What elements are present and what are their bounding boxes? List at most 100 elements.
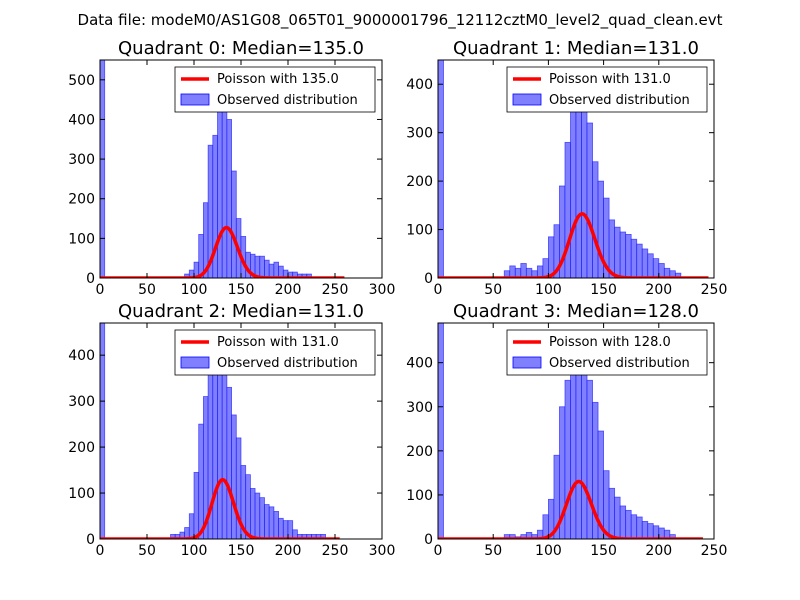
x-tick-label: 50 [138,282,156,298]
histogram-bar [198,233,204,278]
x-tick-label: 250 [701,543,728,559]
y-tick-label: 100 [68,231,95,247]
histogram-bar [652,258,660,278]
legend: Poisson with 135.0 Observed distribution [174,66,376,113]
y-tick-label: 100 [406,223,433,239]
legend-hist-swatch [180,356,210,369]
histogram-bar [592,161,599,278]
histogram-bar [581,349,588,539]
histogram-bar [278,517,284,539]
quadrant-1-plot-area [438,60,709,278]
histogram-bar [268,263,275,278]
y-tick-label: 300 [68,394,95,410]
histogram-bar [619,231,627,278]
y-tick-label: 300 [406,126,433,142]
histogram-bar [264,504,270,539]
x-tick-label: 200 [645,282,672,298]
legend-hist-swatch [512,356,542,369]
x-tick-label: 250 [322,282,349,298]
y-tick-label: 400 [406,77,433,93]
histogram-bar [221,368,228,539]
y-tick-label: 300 [406,400,433,416]
histogram-bar [259,255,265,278]
histogram-bar [581,83,588,278]
x-tick-label: 0 [434,543,443,559]
legend-hist-label: Observed distribution [217,93,358,108]
legend: Poisson with 131.0 Observed distribution [506,66,708,113]
x-tick-label: 100 [535,543,562,559]
histogram-bar [641,248,649,278]
poisson-curve [438,212,709,278]
legend-line-label: Poisson with 128.0 [549,335,671,350]
histogram-bar [586,122,593,278]
histogram-bar [193,471,200,539]
histogram-bar [625,509,632,539]
y-tick-label: 400 [68,348,95,364]
x-tick-label: 50 [484,543,502,559]
histogram-bar [669,534,676,539]
quadrant-title: Quadrant 2: Median=131.0 [118,301,364,322]
x-tick-label: 250 [322,543,349,559]
quadrant-2-panel: 0 50 100 150 200 250 300 0 100 200 300 400 Quadrant … [68,301,395,559]
x-tick-label: 0 [96,543,105,559]
subplot-grid: 0 50 100 150 200 250 3000100200300400500Quadra… [68,38,727,559]
histogram-bar [273,511,279,539]
y-tick-label: 200 [68,440,95,456]
x-tick-label: 200 [275,543,302,559]
x-tick-label: 100 [181,543,208,559]
quadrant-1-panel: 0 50 100 150 200 250 0 100 200 300 400 Quadrant 1: … [406,38,727,298]
x-tick-label: 0 [434,282,443,298]
histogram-bar [619,505,627,539]
histogram-bar [226,386,232,539]
histogram-bar [614,226,621,278]
histogram-bar [226,119,232,278]
histogram-bar [231,414,237,539]
histogram-bar [608,487,616,539]
x-tick-label: 300 [369,282,396,298]
histogram-bar [438,60,444,278]
y-tick-label: 200 [68,192,95,208]
histogram-bar [282,520,289,539]
quadrant-title: Quadrant 3: Median=128.0 [453,301,699,322]
histogram-bar [438,323,444,539]
quadrant-0-panel: 0 50 100 150 200 250 300 0 100 200 300 400 500 Quadra… [68,38,395,298]
x-tick-label: 150 [590,282,617,298]
histogram-bar [100,323,106,539]
figure-suptitle: Data file: modeM0/AS1G08_065T01_90000017… [78,11,723,30]
histogram-bar [570,91,577,278]
histogram-bar [245,474,251,539]
legend-hist-swatch [180,93,210,106]
histogram-bar [548,236,555,278]
histogram-bar [273,261,279,278]
legend-hist-label: Observed distribution [549,356,690,371]
histogram-bar [100,60,106,278]
x-tick-label: 150 [590,543,617,559]
poisson-curve [438,479,703,539]
histogram-bar [630,514,638,539]
histogram-bar [278,265,284,278]
histogram-bar [564,141,571,278]
histogram-bar [564,379,571,539]
x-tick-label: 100 [535,282,562,298]
histogram-bar [264,259,270,278]
histogram-bar [268,506,275,539]
x-tick-label: 250 [701,282,728,298]
axes-frame [437,59,715,279]
y-tick-label: 0 [86,532,95,548]
legend-hist-swatch [512,93,542,106]
histogram-bar [658,263,665,278]
y-tick-label: 200 [406,174,433,190]
poisson-curve [100,478,340,539]
x-tick-label: 0 [96,282,105,298]
y-tick-label: 400 [68,112,95,128]
histogram-bar [254,492,261,539]
histogram-bar [249,488,256,539]
legend-hist-label: Observed distribution [549,93,690,108]
y-tick-label: 0 [424,271,433,287]
histogram-bar [287,520,294,539]
histogram-bar [198,423,204,539]
histogram-bar [306,273,312,278]
histogram-bar [520,263,527,278]
legend-line-label: Poisson with 135.0 [217,72,339,87]
y-tick-label: 100 [68,486,95,502]
